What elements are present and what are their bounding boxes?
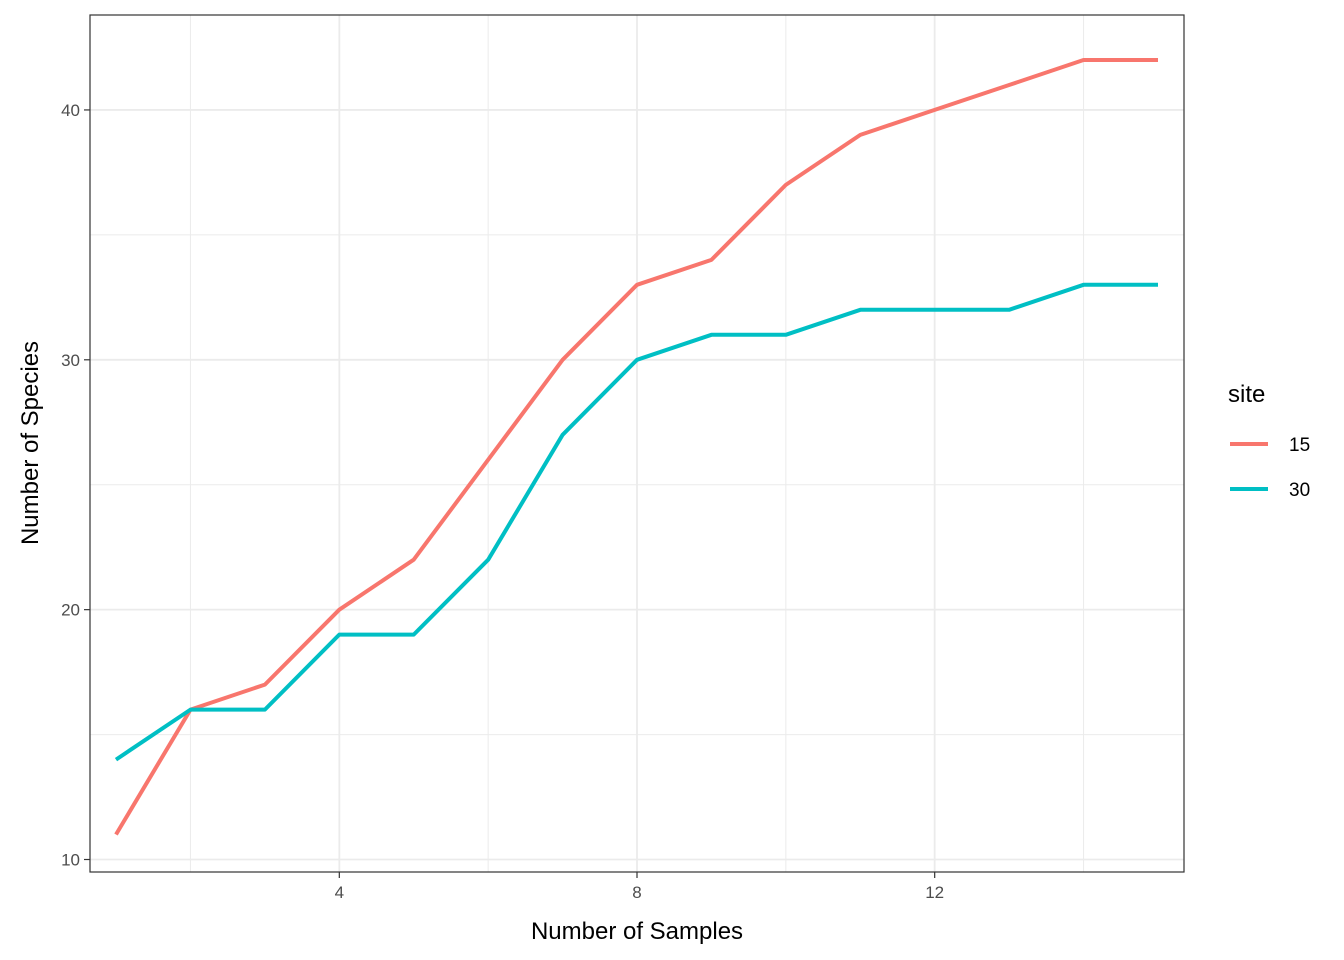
y-tick-label: 30 (61, 351, 80, 370)
y-tick-label: 40 (61, 101, 80, 120)
y-axis: 10 20 30 40 (61, 101, 90, 870)
x-axis: 4 8 12 (335, 872, 944, 902)
x-axis-title: Number of Samples (531, 918, 743, 945)
series-line-site-15 (114, 58, 1158, 836)
major-gridlines (90, 15, 1184, 872)
legend-label-site-30: 30 (1289, 480, 1310, 501)
x-tick-label: 12 (925, 883, 944, 902)
y-tick-label: 10 (61, 851, 80, 870)
legend-label-site-15: 15 (1289, 435, 1310, 456)
legend: site 15 30 (1228, 381, 1310, 501)
legend-title: site (1228, 381, 1265, 408)
x-tick-label: 4 (335, 883, 344, 902)
y-tick-label: 20 (61, 601, 80, 620)
series-line-site-30 (114, 282, 1158, 762)
y-axis-title: Number of Species (17, 341, 44, 545)
x-tick-label: 8 (632, 883, 641, 902)
series-lines (114, 58, 1158, 836)
